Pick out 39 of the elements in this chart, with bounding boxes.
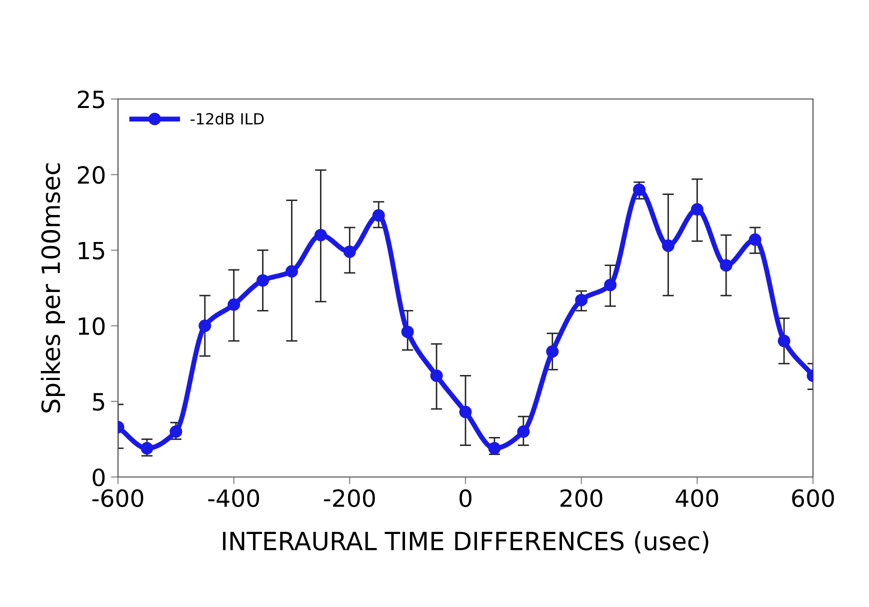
point bbox=[314, 228, 327, 242]
x-tick-label: -200 bbox=[324, 489, 375, 508]
point bbox=[286, 265, 298, 278]
point bbox=[198, 320, 212, 332]
y-tick-label: 10 bbox=[78, 317, 105, 336]
x-tick-label: 200 bbox=[560, 489, 602, 508]
point bbox=[228, 298, 240, 311]
x-tick-label: 600 bbox=[792, 489, 834, 508]
point bbox=[778, 334, 790, 348]
point bbox=[748, 233, 762, 246]
point bbox=[633, 183, 646, 196]
point bbox=[430, 369, 443, 382]
point bbox=[690, 203, 704, 216]
x-tick-label: 0 bbox=[460, 489, 472, 508]
x-tick-label: -600 bbox=[92, 489, 144, 508]
point bbox=[517, 425, 530, 438]
x-tick-label: -400 bbox=[208, 489, 260, 508]
point bbox=[575, 294, 588, 306]
point bbox=[720, 259, 732, 272]
point bbox=[401, 326, 414, 338]
y-tick-label: 20 bbox=[78, 166, 105, 184]
point bbox=[459, 406, 472, 418]
point bbox=[372, 209, 385, 222]
legend-label: -12dB ILD bbox=[190, 112, 264, 125]
y-axis-title: Spikes per 100msec bbox=[40, 163, 66, 413]
point bbox=[488, 442, 501, 455]
x-tick-label: 400 bbox=[676, 489, 718, 508]
point bbox=[140, 442, 154, 455]
point bbox=[343, 245, 356, 258]
point bbox=[662, 239, 674, 252]
y-tick-label: 5 bbox=[92, 393, 104, 411]
point bbox=[546, 345, 559, 358]
y-tick-label: 15 bbox=[78, 242, 104, 260]
point bbox=[256, 274, 270, 287]
y-tick-label: 25 bbox=[78, 90, 104, 108]
y-tick-label: 0 bbox=[92, 468, 105, 486]
point bbox=[604, 278, 617, 292]
point bbox=[170, 425, 182, 438]
x-axis-title: INTERAURAL TIME DIFFERENCES (usec) bbox=[223, 531, 708, 554]
